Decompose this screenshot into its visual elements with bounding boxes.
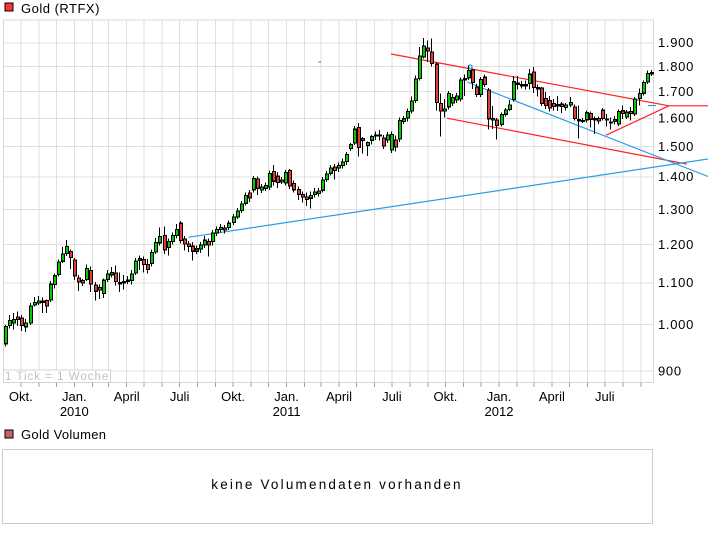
svg-text:1.700: 1.700 [658,84,694,99]
svg-text:1.300: 1.300 [658,202,694,217]
svg-text:Juli: Juli [170,389,190,404]
svg-text:1 Tick = 1 Woche: 1 Tick = 1 Woche [5,371,109,383]
svg-text:2011: 2011 [273,404,301,419]
svg-text:Okt.: Okt. [9,389,33,404]
svg-text:Juli: Juli [595,389,615,404]
svg-text:Jan.: Jan. [487,389,512,404]
svg-text:1.400: 1.400 [658,169,694,184]
svg-text:Jan.: Jan. [274,389,299,404]
svg-text:April: April [539,389,565,404]
svg-text:Gold (RTFX): Gold (RTFX) [21,1,100,16]
svg-text:1.100: 1.100 [658,275,694,290]
svg-text:2010: 2010 [60,404,89,419]
svg-text:keine Volumendaten vorhanden: keine Volumendaten vorhanden [211,477,463,492]
svg-text:1.500: 1.500 [658,139,694,154]
svg-text:Jan.: Jan. [62,389,87,404]
svg-text:2012: 2012 [485,404,514,419]
svg-text:1.000: 1.000 [658,317,694,332]
svg-text:1.900: 1.900 [658,35,694,50]
svg-text:Gold Volumen: Gold Volumen [21,427,106,442]
svg-text:1.800: 1.800 [658,59,694,74]
svg-text:Juli: Juli [382,389,402,404]
svg-text:Okt.: Okt. [433,389,457,404]
svg-text:1.600: 1.600 [658,111,694,126]
svg-text:900: 900 [658,363,682,378]
svg-text:Okt.: Okt. [221,389,245,404]
svg-text:April: April [114,389,140,404]
svg-text:April: April [326,389,352,404]
svg-text:1.200: 1.200 [658,237,694,252]
